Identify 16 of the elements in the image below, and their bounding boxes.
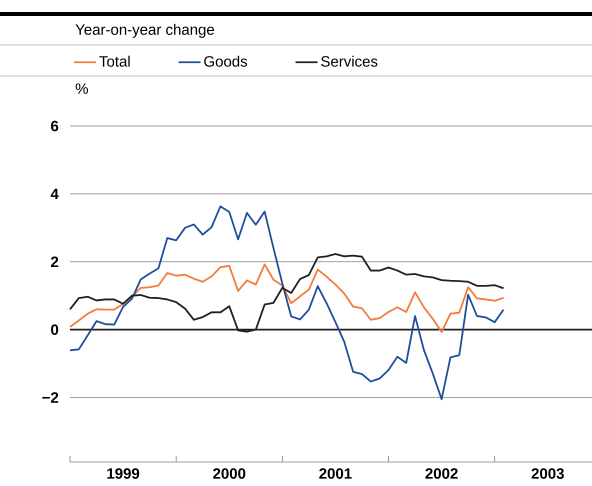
y-axis-title: % (76, 83, 88, 94)
y-tick-label: −2 (42, 392, 58, 403)
line-series (69, 206, 504, 400)
x-tick-label: 1999 (107, 468, 140, 479)
x-tick-label: 2002 (425, 468, 458, 479)
x-tick-label: 2001 (319, 468, 352, 479)
legend-label: Total (99, 56, 130, 67)
legend-label: Services (321, 56, 378, 67)
y-tick-label: 6 (51, 120, 58, 132)
x-tick-label: 2000 (213, 468, 246, 479)
x-tick-label: 2003 (532, 468, 564, 479)
y-tick-label: 2 (50, 256, 58, 267)
chart-title: Year-on-year change (76, 24, 214, 38)
y-tick-label: 0 (51, 324, 58, 335)
y-tick-label: 4 (50, 188, 59, 200)
legend-label: Goods (204, 56, 248, 67)
